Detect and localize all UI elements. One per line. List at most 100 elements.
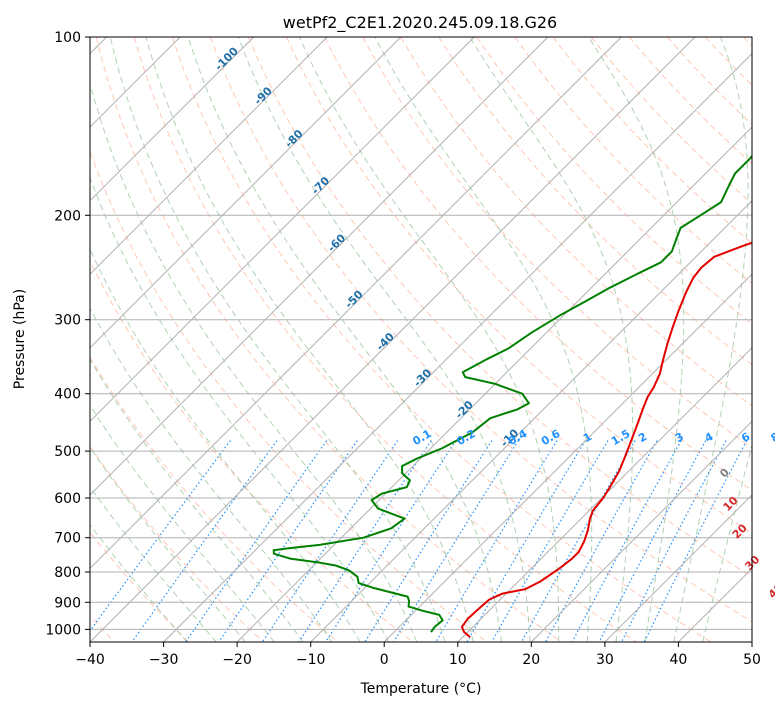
dry-adiabat xyxy=(743,37,752,47)
isotherm-label: -50 xyxy=(342,288,365,311)
mixing-ratio-line xyxy=(90,440,231,632)
moist-adiabat xyxy=(673,37,749,642)
isotherm-label: -30 xyxy=(411,366,434,389)
moist-adiabat xyxy=(702,442,752,642)
moist-adiabat-label: 40 xyxy=(766,581,775,601)
moist-adiabat xyxy=(109,37,446,642)
dry-adiabat xyxy=(90,531,190,642)
temperature-profile xyxy=(460,241,752,638)
mixing-ratio-line xyxy=(131,440,278,642)
mixing-ratio-label: 6 xyxy=(739,430,752,445)
y-tick-label: 500 xyxy=(54,444,81,460)
isotherm-line xyxy=(90,37,549,496)
isotherm-line xyxy=(751,641,752,642)
mixing-ratio-line xyxy=(325,440,457,642)
isotherm-line xyxy=(383,273,752,642)
isotherm-line xyxy=(530,420,752,642)
x-tick-label: 30 xyxy=(596,652,614,668)
dry-adiabat xyxy=(590,37,752,204)
dry-adiabat xyxy=(90,150,488,642)
dewpoint-profile xyxy=(272,154,752,633)
dry-adiabat xyxy=(133,37,637,642)
y-tick-label: 900 xyxy=(54,595,81,611)
mixing-ratio-label: 0.1 xyxy=(410,427,433,448)
dry-adiabat xyxy=(704,37,752,86)
isotherm-line xyxy=(163,52,752,642)
moist-adiabat xyxy=(90,446,246,642)
dry-adiabat xyxy=(209,37,752,623)
moist-adiabat xyxy=(90,307,333,642)
x-tick-label: −10 xyxy=(296,652,326,668)
y-tick-label: 600 xyxy=(54,491,81,507)
x-tick-label: −20 xyxy=(222,652,252,668)
isotherm-line xyxy=(90,37,255,202)
dry-adiabat xyxy=(247,37,752,578)
x-tick-label: 20 xyxy=(522,652,540,668)
mixing-ratio-label: 4 xyxy=(702,430,715,445)
dry-adiabat xyxy=(171,37,712,642)
mixing-ratio-line xyxy=(466,440,586,642)
x-tick-label: 40 xyxy=(669,652,687,668)
mixing-ratio-line xyxy=(520,440,636,642)
y-tick-label: 800 xyxy=(54,565,81,581)
isotherm-label: -80 xyxy=(282,127,305,150)
dry-adiabat xyxy=(90,445,264,642)
mixing-ratio-line xyxy=(261,440,399,642)
moist-adiabat xyxy=(374,37,593,642)
mixing-ratio-line xyxy=(643,440,748,642)
mixing-ratio-label: 2 xyxy=(636,430,649,445)
isotherm-line xyxy=(90,37,475,423)
mixing-ratio-line xyxy=(545,440,658,642)
plot-frame xyxy=(89,36,753,643)
dry-adiabat xyxy=(90,259,413,642)
y-tick-label: 400 xyxy=(54,387,81,403)
isotherm-label: -100 xyxy=(212,44,241,73)
moist-adiabat xyxy=(90,176,389,642)
x-tick-label: 10 xyxy=(449,652,467,668)
isotherm-line xyxy=(90,37,402,349)
mixing-ratio-line xyxy=(435,440,558,642)
mixing-ratio-line xyxy=(491,440,609,642)
isotherm-line xyxy=(310,199,752,642)
dry-adiabat xyxy=(324,37,752,491)
moist-adiabat xyxy=(469,37,634,642)
moist-adiabat xyxy=(90,81,418,642)
dry-adiabat xyxy=(400,37,752,407)
y-tick-label: 200 xyxy=(54,208,81,224)
x-tick-label: 0 xyxy=(380,652,389,668)
moist-adiabat xyxy=(187,37,503,642)
x-tick-label: −40 xyxy=(75,652,105,668)
y-axis-label: Pressure (hPa) xyxy=(12,289,28,389)
dry-adiabat xyxy=(95,37,562,642)
moist-adiabat xyxy=(90,486,217,642)
y-tick-label: 300 xyxy=(54,313,81,329)
dry-adiabat xyxy=(438,37,752,366)
chart-title: wetPf2_C2E1.2020.245.09.18.G26 xyxy=(283,13,557,33)
mixing-ratio-line xyxy=(393,440,519,642)
dry-adiabat xyxy=(628,37,752,165)
isotherm-line xyxy=(604,494,752,642)
moist-adiabat xyxy=(587,37,685,642)
moist-adiabat xyxy=(90,358,304,642)
y-tick-label: 700 xyxy=(54,531,81,547)
mixing-ratio-line xyxy=(298,440,432,642)
dry-adiabat xyxy=(90,356,339,642)
isotherm-line xyxy=(457,347,752,642)
y-tick-label: 100 xyxy=(54,30,81,46)
mixing-ratio-label: 0.6 xyxy=(539,427,563,448)
isotherm-line xyxy=(90,37,696,642)
isotherm-label: -70 xyxy=(309,174,332,197)
mixing-ratio-line xyxy=(185,440,328,642)
isotherm-label: -60 xyxy=(325,231,348,254)
dry-adiabat xyxy=(552,37,752,244)
y-tick-label: 1000 xyxy=(45,622,81,638)
moist-adiabat-label: 10 xyxy=(721,494,741,514)
mixing-ratio-line xyxy=(218,440,358,642)
moist-adiabat xyxy=(145,37,474,642)
mixing-ratio-line xyxy=(598,440,707,642)
isotherm-line xyxy=(90,37,622,570)
x-axis-label: Temperature (°C) xyxy=(360,681,482,697)
moist-adiabat xyxy=(90,404,275,642)
mixing-ratio-label: 8 xyxy=(769,430,775,445)
